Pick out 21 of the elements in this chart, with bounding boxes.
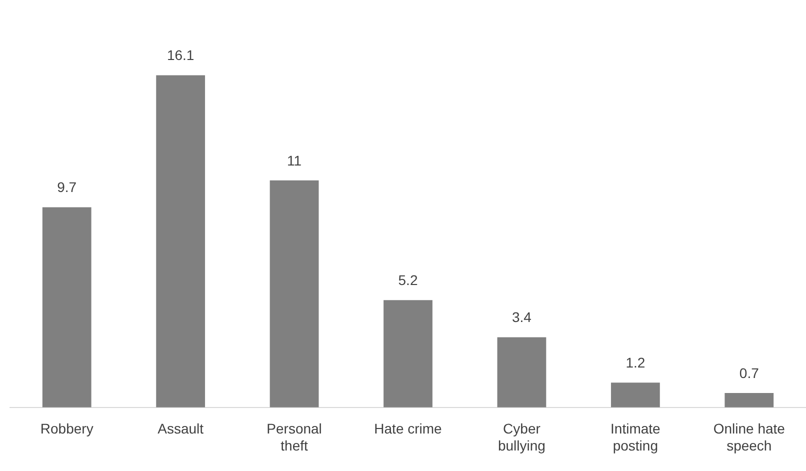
data-label: 1.2 <box>626 354 646 370</box>
x-tick-label: Robbery <box>40 420 94 437</box>
data-label: 11 <box>287 152 302 168</box>
data-label: 0.7 <box>739 364 760 381</box>
x-tick-label: Cyber bullying <box>498 420 546 454</box>
bar <box>724 392 774 408</box>
bar <box>497 337 546 408</box>
bar <box>42 207 92 408</box>
data-label: 5.2 <box>398 272 418 288</box>
bar <box>384 300 432 408</box>
data-label: 3.4 <box>512 309 532 326</box>
data-label: 9.7 <box>57 179 77 196</box>
x-tick-label: Assault <box>158 420 204 437</box>
x-tick-label: Hate crime <box>374 420 442 437</box>
x-tick-label: Online hate speech <box>713 420 786 454</box>
x-tick-label: Intimate posting <box>610 420 661 454</box>
bar <box>610 382 660 408</box>
bar <box>270 180 319 408</box>
x-tick-label: Personal theft <box>266 420 322 454</box>
data-label: 16.1 <box>166 47 194 64</box>
bar <box>156 75 206 408</box>
